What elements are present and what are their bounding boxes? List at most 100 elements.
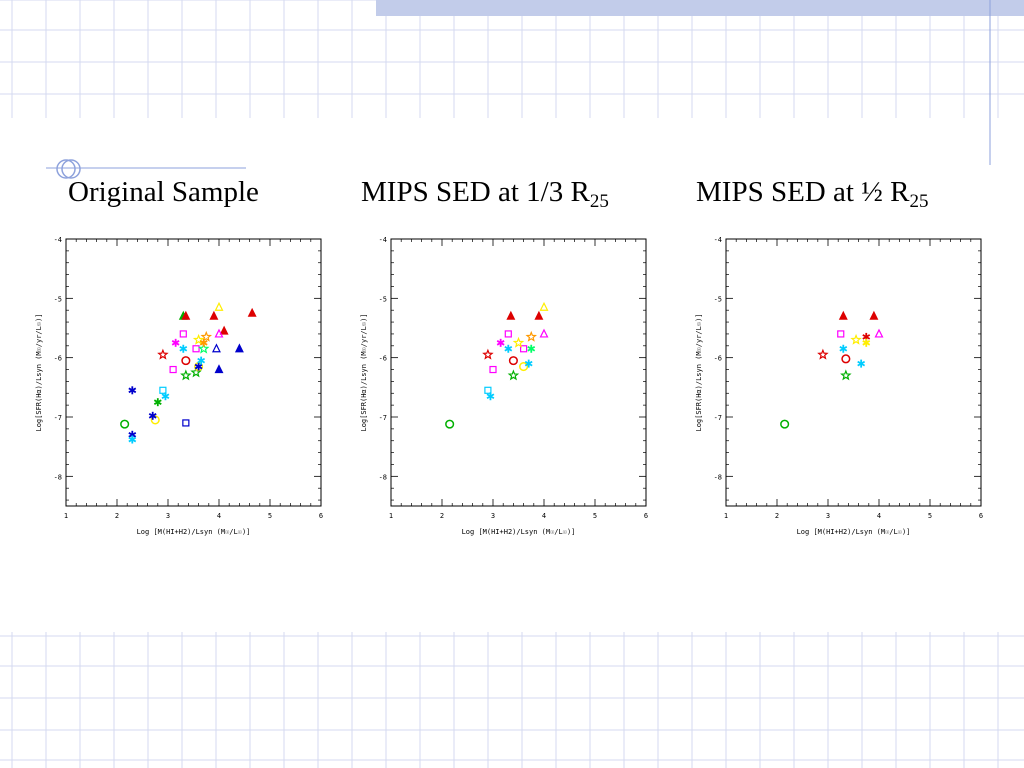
y-tick-label: -7	[379, 414, 387, 422]
data-point-asterisk	[194, 362, 203, 371]
chart-mips-half: 1 2 3 4 5 6 -4 -5 -6 -7 -8 Log [M(HI+H2)/Lsyn (M☉/L…	[690, 228, 990, 548]
data-point-star-open	[197, 342, 210, 354]
x-tick-label: 6	[644, 512, 648, 520]
data-point-circle-open	[780, 419, 790, 429]
data-point-star-open	[525, 330, 537, 342]
data-point-square-open	[520, 345, 528, 353]
data-point-asterisk	[857, 359, 866, 368]
data-point-triangle-filled	[219, 325, 229, 335]
data-point-square-open	[179, 330, 187, 338]
x-tick-label: 2	[115, 512, 119, 520]
data-point-asterisk	[496, 338, 505, 347]
y-axis-label: Log[SFR(Hα)/Lsyn (M☉/yr/L☉)]	[695, 313, 703, 431]
data-point-asterisk	[862, 338, 871, 347]
data-point-triangle-filled	[869, 310, 879, 320]
data-point-triangle-open	[214, 301, 224, 311]
data-point-star-open	[512, 336, 525, 348]
scatter-plot: 1 2 3 4 5 6 -4 -5 -6 -7 -8 Log [M(HI+H2)/Lsyn (M☉/L…	[695, 236, 983, 536]
plot-frame	[725, 238, 982, 507]
data-point-triangle-filled	[506, 310, 516, 320]
data-point-triangle-filled	[209, 310, 219, 320]
chart-mips-third: 1 2 3 4 5 6 -4 -5 -6 -7 -8 Log [M(HI+H2)/Lsyn (M☉/L…	[355, 228, 655, 548]
y-tick-label: -6	[714, 355, 722, 363]
top-band	[376, 0, 1024, 16]
y-tick-label: -5	[714, 295, 722, 303]
y-tick-label: -4	[54, 236, 62, 244]
x-tick-label: 5	[593, 512, 597, 520]
heading-mips-third: MIPS SED at 1/3 R25	[361, 176, 609, 212]
y-axis-label: Log[SFR(Hα)/Lsyn (M☉/yr/L☉)]	[360, 313, 368, 431]
data-point-star-open	[482, 348, 494, 360]
data-point-star-open	[190, 366, 202, 378]
x-tick-label: 5	[928, 512, 932, 520]
x-tick-label: 1	[724, 512, 728, 520]
data-point-square-open	[484, 386, 492, 394]
x-tick-label: 4	[217, 512, 221, 520]
data-point-asterisk	[153, 398, 162, 407]
data-point-star-open	[157, 348, 169, 360]
data-point-triangle-open	[211, 343, 221, 353]
data-point-asterisk	[128, 435, 137, 444]
data-point-circle-open	[841, 354, 851, 364]
plot-frame	[65, 238, 322, 507]
y-tick-label: -8	[54, 473, 62, 481]
x-axis-label: Log [M(HI+H2)/Lsyn (M☉/L☉)]	[137, 528, 251, 536]
data-point-circle-open	[519, 362, 529, 372]
data-point-triangle-open	[214, 328, 224, 338]
data-point-star-open	[840, 369, 852, 381]
data-point-triangle-filled	[181, 310, 191, 320]
data-point-square-open	[159, 386, 167, 394]
data-point-circle-open	[120, 419, 130, 429]
data-point-triangle-filled	[838, 310, 848, 320]
x-tick-label: 3	[491, 512, 495, 520]
x-tick-label: 5	[268, 512, 272, 520]
y-tick-label: -6	[379, 355, 387, 363]
chart-original-sample: 1 2 3 4 5 6 -4 -5 -6 -7 -8 Log [M(HI+H2)/Lsyn (M☉/L…	[30, 228, 330, 548]
y-tick-label: -4	[379, 236, 387, 244]
data-point-triangle-filled	[534, 310, 544, 320]
scatter-plot: 1 2 3 4 5 6 -4 -5 -6 -7 -8 Log [M(HI+H2)/Lsyn (M☉/L…	[360, 236, 648, 536]
x-tick-label: 4	[877, 512, 881, 520]
data-point-asterisk	[527, 344, 536, 353]
data-point-asterisk	[179, 344, 188, 353]
x-tick-label: 6	[979, 512, 983, 520]
data-point-star-open	[180, 369, 192, 381]
data-point-star-open	[192, 333, 205, 345]
data-point-circle-open	[181, 356, 191, 366]
y-tick-label: -8	[714, 473, 722, 481]
heading-original-sample: Original Sample	[68, 176, 259, 208]
x-axis-label: Log [M(HI+H2)/Lsyn (M☉/L☉)]	[462, 528, 576, 536]
x-axis-label: Log [M(HI+H2)/Lsyn (M☉/L☉)]	[797, 528, 911, 536]
y-tick-label: -8	[379, 473, 387, 481]
data-point-circle-open	[150, 415, 160, 425]
y-tick-label: -7	[714, 414, 722, 422]
data-point-square-open	[192, 345, 200, 353]
crescent-circle-icon	[56, 159, 81, 179]
scatter-plot: 1 2 3 4 5 6 -4 -5 -6 -7 -8 Log [M(HI+H2)/Lsyn (M☉/L…	[35, 236, 323, 536]
data-point-star-open	[200, 330, 212, 342]
y-axis-label: Log[SFR(Hα)/Lsyn (M☉/yr/L☉)]	[35, 313, 43, 431]
x-tick-label: 1	[389, 512, 393, 520]
x-tick-label: 4	[542, 512, 546, 520]
data-point-asterisk	[148, 411, 157, 420]
plot-frame	[390, 238, 647, 507]
data-point-triangle-open	[874, 328, 884, 338]
data-point-triangle-filled	[214, 364, 224, 374]
data-point-asterisk	[161, 392, 170, 401]
data-point-asterisk	[171, 338, 180, 347]
x-tick-label: 3	[166, 512, 170, 520]
data-point-asterisk	[524, 359, 533, 368]
data-point-asterisk	[486, 392, 495, 401]
y-tick-label: -7	[54, 414, 62, 422]
data-point-square-open	[489, 365, 497, 374]
data-point-star-open	[507, 369, 520, 381]
x-tick-label: 6	[319, 512, 323, 520]
heading-mips-half: MIPS SED at ½ R25	[696, 176, 929, 212]
data-point-triangle-open	[539, 301, 549, 311]
y-tick-label: -6	[54, 355, 62, 363]
data-point-triangle-filled	[234, 343, 244, 353]
data-point-star-open	[850, 333, 862, 345]
x-tick-label: 2	[775, 512, 779, 520]
data-point-circle-open	[445, 419, 455, 429]
